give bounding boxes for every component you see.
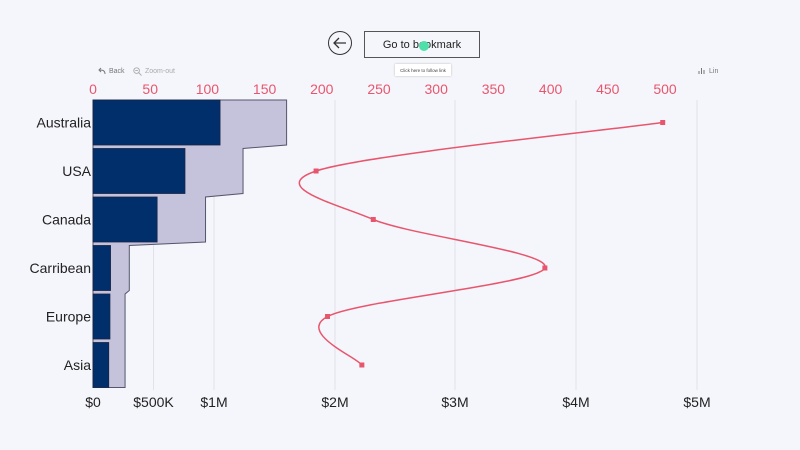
back-toolbar-button[interactable]: Back	[97, 67, 125, 75]
top-axis-tick: 350	[482, 81, 506, 97]
back-arrow-icon	[333, 37, 346, 49]
top-axis-tick: 100	[196, 81, 220, 97]
line-point	[542, 265, 548, 271]
bars-icon	[698, 68, 705, 74]
top-axis-tick: 50	[142, 81, 158, 97]
bar-dark	[92, 196, 158, 243]
bottom-axis-tick: $0	[85, 394, 101, 410]
line-point	[325, 314, 331, 319]
bottom-axis-tick: $4M	[562, 394, 589, 410]
bar-dark	[92, 293, 111, 340]
category-label: Carribean	[30, 260, 91, 276]
category-label: Asia	[64, 357, 91, 373]
back-toolbar-label: Back	[109, 67, 125, 75]
zoom-out-button[interactable]: Zoom-out	[133, 67, 175, 76]
bar-dark	[92, 148, 186, 194]
bottom-axis-tick: $5M	[683, 394, 710, 410]
go-to-bookmark-button[interactable]: Go to bookmark	[364, 31, 480, 58]
back-button[interactable]	[328, 31, 352, 55]
undo-arrow-icon	[98, 67, 106, 75]
line-point	[313, 168, 319, 174]
bottom-axis-tick: $2M	[321, 394, 348, 410]
bottom-axis-tick: $1M	[200, 394, 227, 410]
bottom-axis-tick: $3M	[441, 394, 468, 410]
bar-dark	[92, 99, 221, 146]
cursor-indicator	[419, 41, 429, 51]
top-axis-tick: 200	[310, 81, 334, 97]
top-axis-tick: 400	[539, 81, 563, 97]
top-axis-tick: 450	[596, 81, 620, 97]
top-axis-tick: 150	[253, 81, 277, 97]
category-label: Canada	[42, 212, 91, 228]
line-point	[359, 362, 365, 368]
series-line	[298, 121, 663, 366]
bookmark-tooltip: Click here to follow link	[395, 64, 451, 76]
zoom-out-icon	[133, 67, 142, 76]
bar-dark	[92, 342, 110, 388]
bar-dark	[92, 245, 111, 291]
top-axis-tick: 250	[367, 81, 391, 97]
line-point	[370, 217, 376, 222]
top-axis-tick: 0	[89, 81, 97, 97]
line-point	[660, 120, 666, 125]
lin-toggle[interactable]: Lin	[698, 67, 718, 75]
top-axis-tick: 300	[425, 81, 449, 97]
zoom-out-label: Zoom-out	[145, 68, 175, 75]
category-label: Europe	[46, 309, 91, 325]
category-label: USA	[62, 163, 91, 179]
category-label: Australia	[37, 115, 92, 131]
lin-toggle-label: Lin	[709, 67, 719, 75]
top-axis-tick: 500	[653, 81, 677, 97]
bottom-axis-tick: $500K	[133, 394, 174, 410]
